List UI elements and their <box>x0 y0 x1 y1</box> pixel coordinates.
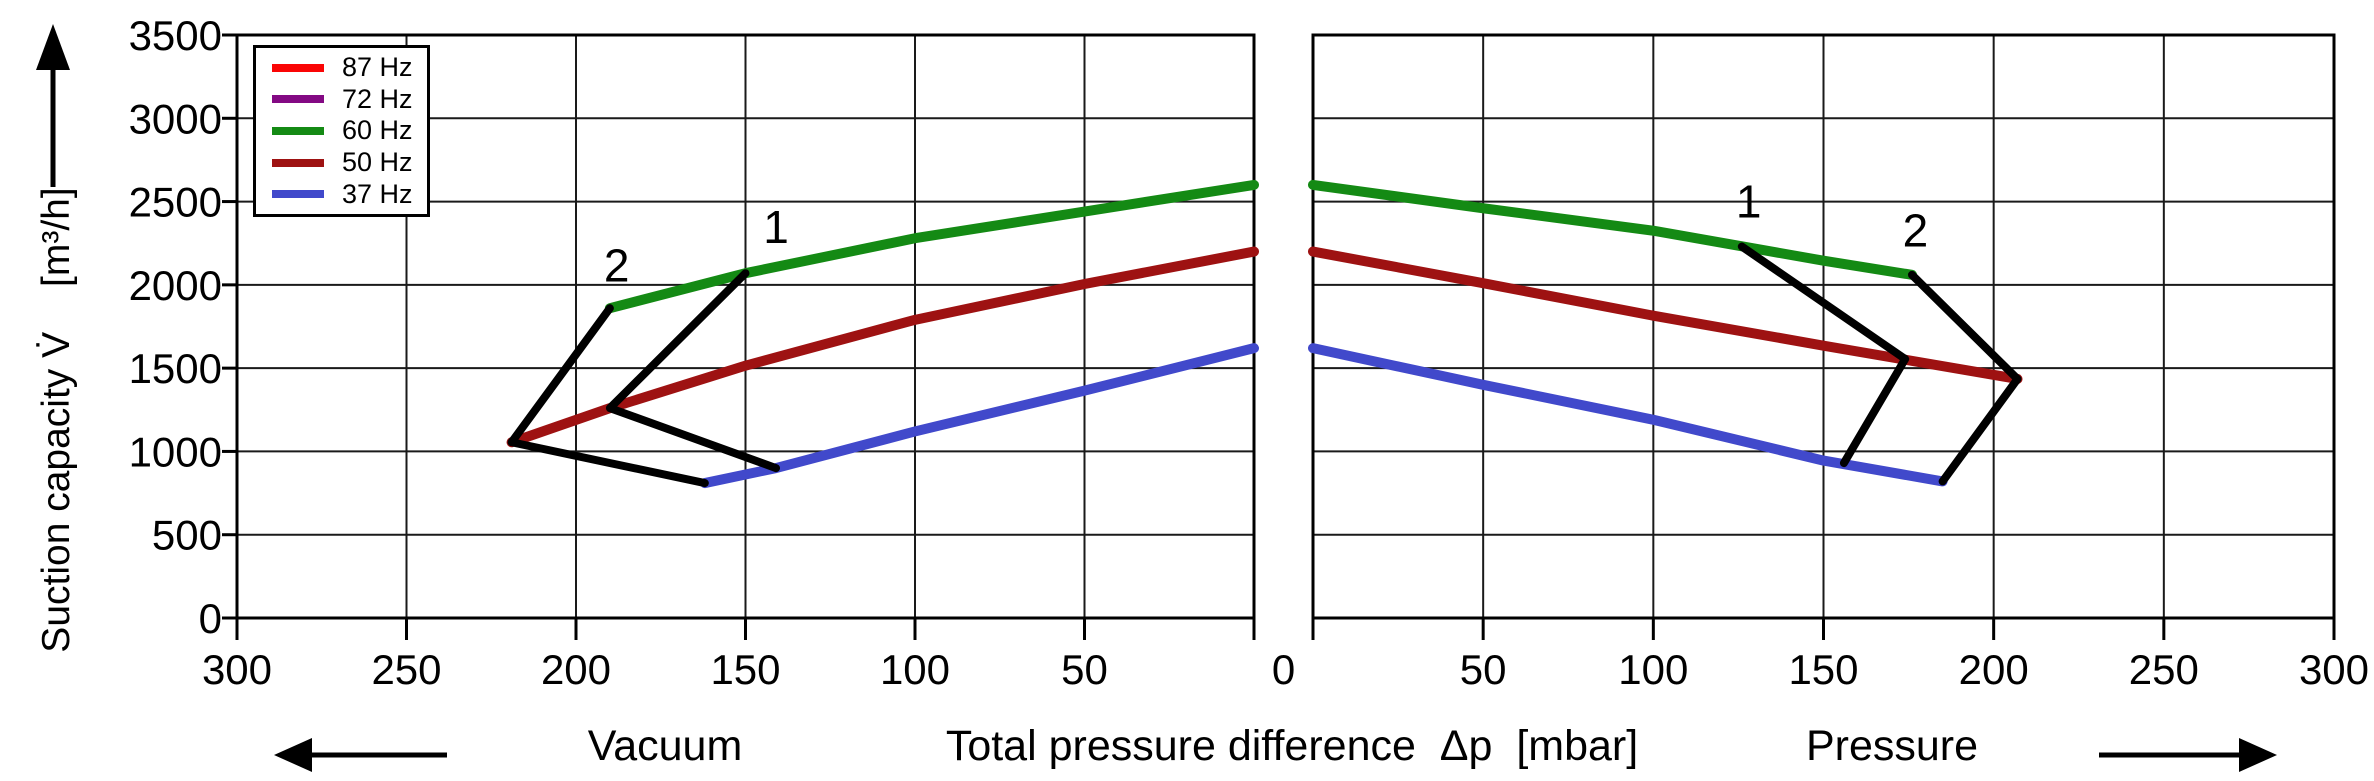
x-tick-label-pressure: 150 <box>1788 646 1858 693</box>
curve-60-hz-pressure <box>1308 179 1917 280</box>
legend-item: 60 Hz <box>256 116 427 146</box>
y-axis-direction-arrow-icon <box>36 24 70 187</box>
y-axis-title-symbol: V̇ <box>35 331 78 358</box>
operating-range-1-pressure <box>1737 242 1910 468</box>
legend-item-label: 50 Hz <box>342 147 413 178</box>
curve-50-hz-vacuum <box>506 246 1259 448</box>
y-tick-label: 2000 <box>129 262 222 309</box>
x-axis-title: Total pressure difference Δp [mbar] <box>945 722 1639 770</box>
curve-37-hz-pressure <box>1308 343 1948 487</box>
x-axis-pressure-label: Pressure <box>1805 722 1979 770</box>
y-axis-title-text: Suction capacity <box>35 368 78 653</box>
x-tick-label-vacuum: 100 <box>880 646 950 693</box>
legend: 87 Hz 72 Hz 60 Hz 50 Hz 37 Hz <box>253 45 430 217</box>
x-tick-label-vacuum: 250 <box>371 646 441 693</box>
operating-range-label-1-pressure: 1 <box>1736 175 1762 227</box>
y-tick-label: 1500 <box>129 345 222 392</box>
y-tick-label: 500 <box>152 512 222 559</box>
pressure-direction-arrow-icon <box>2099 738 2277 772</box>
y-axis-title-unit: [m³/h] <box>35 187 78 287</box>
legend-item: 72 Hz <box>256 84 427 114</box>
legend-item: 37 Hz <box>256 179 427 209</box>
operating-range-2-vacuum <box>507 304 709 488</box>
x-tick-label-pressure: 100 <box>1618 646 1688 693</box>
y-tick-label: 3000 <box>129 95 222 142</box>
operating-range-1-vacuum <box>605 269 781 473</box>
y-tick-label: 0 <box>199 595 222 642</box>
legend-item-label: 60 Hz <box>342 115 413 146</box>
y-tick-label: 1000 <box>129 428 222 475</box>
legend-item-label: 37 Hz <box>342 178 413 209</box>
legend-swatch <box>272 190 324 199</box>
y-tick-label: 2500 <box>129 179 222 226</box>
legend-swatch <box>272 63 324 72</box>
x-tick-label-zero: 0 <box>1272 646 1295 693</box>
x-axis-vacuum-label: Vacuum <box>587 722 743 770</box>
x-tick-label-pressure: 200 <box>1959 646 2029 693</box>
x-tick-label-vacuum: 50 <box>1061 646 1108 693</box>
legend-swatch <box>272 95 324 104</box>
operating-range-label-2-vacuum: 2 <box>604 239 630 291</box>
x-tick-label-vacuum: 150 <box>710 646 780 693</box>
operating-range-2-pressure <box>1907 270 2022 486</box>
y-axis-title: Suction capacity V̇ [m³/h] <box>35 187 79 652</box>
operating-range-label-2-pressure: 2 <box>1903 204 1929 256</box>
legend-swatch <box>272 126 324 135</box>
legend-item-label: 87 Hz <box>342 52 413 83</box>
legend-item: 50 Hz <box>256 148 427 178</box>
curve-60-hz-vacuum <box>604 179 1259 314</box>
legend-swatch <box>272 158 324 167</box>
x-tick-label-pressure: 250 <box>2129 646 2199 693</box>
x-tick-label-vacuum: 200 <box>541 646 611 693</box>
curve-50-hz-pressure <box>1308 246 2023 384</box>
x-tick-label-pressure: 50 <box>1460 646 1507 693</box>
x-tick-label-vacuum: 300 <box>202 646 272 693</box>
legend-item-label: 72 Hz <box>342 83 413 114</box>
curve-37-hz-vacuum <box>699 343 1259 489</box>
vacuum-direction-arrow-icon <box>274 738 447 772</box>
operating-range-label-1-vacuum: 1 <box>763 201 789 253</box>
y-tick-label: 3500 <box>129 12 222 59</box>
legend-item: 87 Hz <box>256 53 427 83</box>
x-tick-label-pressure: 300 <box>2299 646 2369 693</box>
